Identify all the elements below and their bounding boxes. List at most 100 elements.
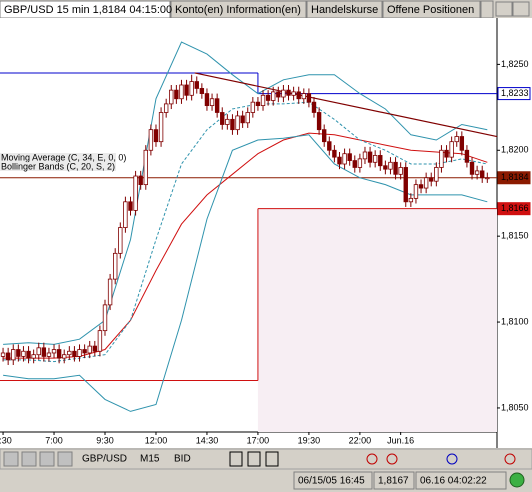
- candle-body: [332, 149, 337, 158]
- x-tick-label: 9:30: [96, 435, 114, 445]
- tool[interactable]: [247, 451, 261, 467]
- scroll-right[interactable]: [512, 1, 530, 17]
- candle-body: [184, 84, 189, 96]
- candle-body: [444, 149, 449, 158]
- candle-body: [163, 103, 169, 113]
- candle-body: [128, 201, 133, 211]
- tab-label[interactable]: Handelskurse: [311, 4, 378, 16]
- candle-body: [16, 349, 21, 357]
- candle-body: [485, 177, 490, 180]
- tool[interactable]: [265, 451, 279, 467]
- button[interactable]: [3, 451, 19, 467]
- symbol-select[interactable]: GBP/USD: [82, 454, 127, 465]
- candle-body: [169, 89, 174, 105]
- tool[interactable]: [386, 453, 398, 465]
- candle-body: [36, 347, 41, 356]
- candle-body: [133, 175, 138, 211]
- candle-body: [439, 149, 444, 168]
- candle-body: [398, 167, 403, 175]
- candle-body: [276, 91, 281, 98]
- y-tick-label: 1,8150: [501, 231, 529, 241]
- candle-body: [102, 304, 108, 332]
- candle-body: [220, 112, 225, 125]
- candle-body: [459, 136, 465, 151]
- y-tick-label: 1,8050: [501, 402, 529, 412]
- tool[interactable]: [229, 451, 243, 467]
- candle-body: [408, 197, 414, 203]
- x-tick-label: 12:00: [145, 435, 168, 445]
- x-tick-label: 19:30: [298, 435, 321, 445]
- tool[interactable]: [446, 453, 458, 465]
- candle-body: [225, 118, 230, 125]
- button[interactable]: [39, 451, 55, 467]
- candle-body: [107, 278, 113, 306]
- period-select[interactable]: M15: [140, 454, 160, 465]
- status-cell: [293, 471, 373, 490]
- candle-body: [240, 115, 245, 124]
- level-label: 1,8233: [501, 88, 529, 98]
- candle-body: [480, 170, 485, 179]
- candle-body: [383, 165, 388, 170]
- tab[interactable]: [480, 0, 494, 19]
- candle-body: [143, 149, 148, 186]
- candle-body: [11, 349, 16, 361]
- status-clock: 06.16 04:02:22: [420, 476, 487, 487]
- status-price: 1,8167: [378, 476, 409, 487]
- candle-body: [260, 94, 266, 107]
- legend-label: Moving Average (C, 34, E, 0, 0): [1, 152, 126, 162]
- plot: Moving Average (C, 34, E, 0, 0)Bollinger…: [0, 41, 531, 445]
- candle-body: [199, 88, 205, 94]
- candle-body: [449, 141, 454, 158]
- candle-body: [250, 101, 256, 113]
- candle-body: [291, 91, 296, 96]
- candle-body: [230, 118, 235, 131]
- candle-body: [321, 129, 327, 143]
- status-time: 06/15/05 16:45: [298, 476, 365, 487]
- trendline: [194, 72, 498, 138]
- candle-body: [434, 167, 439, 182]
- candle-body: [0, 352, 6, 357]
- candle-body: [271, 91, 276, 101]
- y-tick-label: 1,8250: [501, 59, 529, 69]
- candle-body: [245, 112, 250, 124]
- x-tick-label: 7:00: [45, 435, 63, 445]
- candle-body: [469, 161, 475, 175]
- x-tick-label: Jun.16: [387, 435, 414, 445]
- candle-body: [46, 352, 52, 357]
- tab-label[interactable]: GBP/USD 15 min 1,8184 04:15:00: [4, 4, 172, 16]
- level-label: 1,8184: [501, 172, 529, 182]
- scroll-left[interactable]: [495, 1, 513, 17]
- candle-body: [138, 175, 143, 186]
- connection-indicator: [509, 472, 525, 488]
- candle-body: [413, 184, 419, 199]
- candle-body: [423, 177, 429, 189]
- candle-body: [87, 345, 92, 354]
- price-select[interactable]: BID: [174, 454, 191, 465]
- candle-body: [123, 201, 128, 228]
- candle-body: [393, 161, 398, 175]
- candle-body: [148, 129, 154, 151]
- candle-body: [464, 149, 470, 163]
- button[interactable]: [21, 451, 37, 467]
- candle-body: [286, 89, 291, 96]
- candle-body: [296, 91, 301, 100]
- tool[interactable]: [366, 453, 378, 465]
- legend-label: Bollinger Bands (C, 20, S, 2): [1, 161, 115, 171]
- candle-body: [62, 354, 67, 359]
- tab-label[interactable]: Offene Positionen: [387, 4, 474, 16]
- candle-body: [265, 94, 271, 101]
- candle-body: [418, 184, 424, 189]
- candle-body: [56, 349, 62, 359]
- y-tick-label: 1,8100: [501, 316, 529, 326]
- indicator-line: [3, 132, 488, 359]
- tab-label[interactable]: Konto(en) Information(en): [175, 4, 301, 16]
- button[interactable]: [57, 451, 73, 467]
- tool[interactable]: [504, 453, 516, 465]
- candle-body: [429, 177, 434, 182]
- candle-body: [362, 151, 368, 160]
- candle-body: [189, 81, 194, 96]
- status-cell: [373, 471, 415, 490]
- candle-body: [347, 153, 352, 161]
